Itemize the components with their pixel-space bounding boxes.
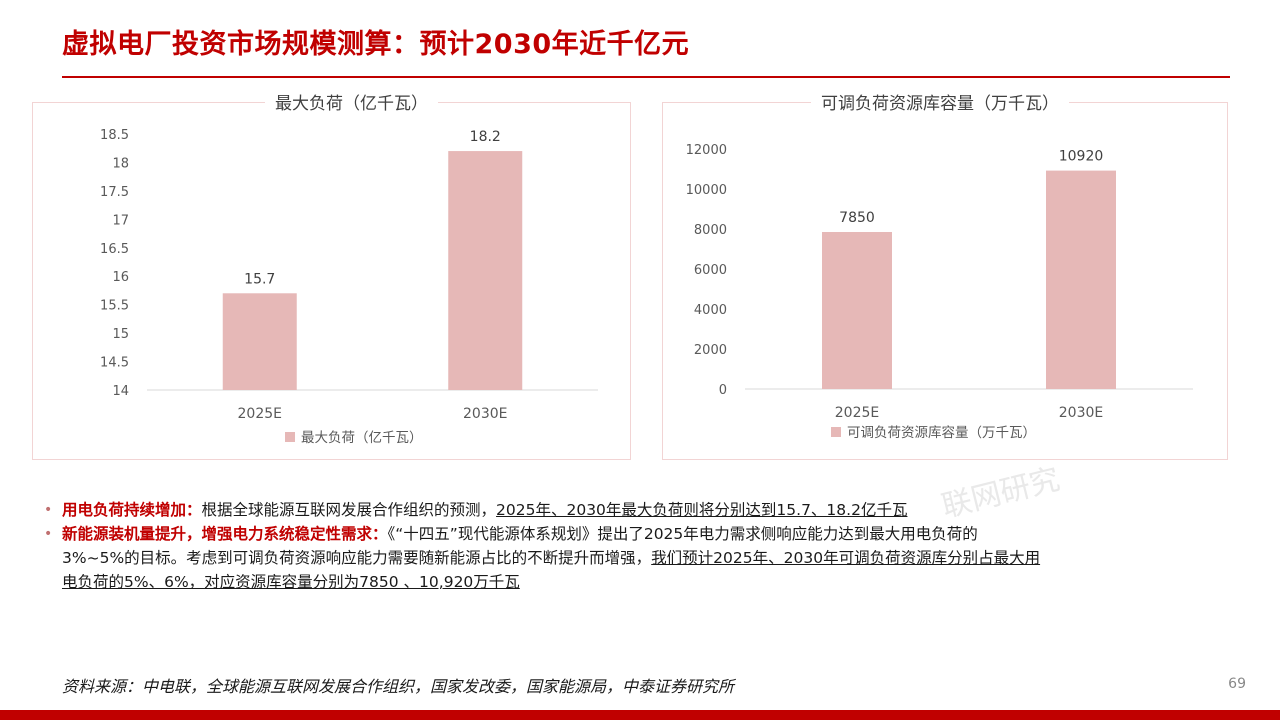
y-tick-label: 14.5	[100, 356, 129, 371]
bar	[222, 293, 297, 390]
bullet-keyword: 新能源装机量提升，增强电力系统稳定性需求：	[62, 525, 388, 543]
source-note: 资料来源：中电联，全球能源互联网发展合作组织，国家发改委，国家能源局，中泰证券研…	[62, 677, 735, 696]
x-tick-label: 2025E	[238, 406, 282, 422]
y-tick-label: 14	[112, 384, 129, 399]
bullet-highlight: 2025年、2030年最大负荷则将分别达到15.7、18.2亿千瓦	[496, 501, 908, 519]
bullet-highlight: 我们预计2025年、2030年可调负荷资源库分别占最大用	[651, 549, 1041, 567]
chart-title: 最大负荷（亿千瓦）	[265, 89, 438, 114]
chart-title: 可调负荷资源库容量（万千瓦）	[811, 89, 1069, 114]
y-tick-label: 15.5	[100, 299, 129, 314]
chart-panel-adjustable-load: 可调负荷资源库容量（万千瓦） 0 2000 4000 6000 8000 10000 120…	[662, 89, 1228, 460]
legend-swatch	[831, 427, 841, 437]
data-label: 10920	[1059, 149, 1104, 165]
bullet-dot-icon: •	[44, 502, 53, 518]
y-tick-label: 0	[719, 383, 727, 398]
adjustable-load-chart: 0 2000 4000 6000 8000 10000 12000 7850 2025E 1092…	[686, 143, 1193, 441]
y-tick-label: 18.5	[100, 128, 129, 143]
bullet-keyword: 用电负荷持续增加：	[62, 501, 202, 519]
x-tick-label: 2030E	[1059, 405, 1103, 421]
bullet-dot-icon: •	[44, 526, 53, 542]
bullet-text: 《“十四五”现代能源体系规划》提出了2025年电力需求侧响应能力达到最大用电负荷…	[387, 525, 978, 543]
bar	[448, 151, 523, 390]
page-number: 69	[1228, 676, 1246, 692]
bullet-list: • 用电负荷持续增加：根据全球能源互联网发展合作组织的预测，2025年、2030…	[44, 498, 1244, 594]
data-label: 15.7	[244, 271, 275, 287]
bullet-item: • 用电负荷持续增加：根据全球能源互联网发展合作组织的预测，2025年、2030…	[44, 498, 1244, 522]
page-title: 虚拟电厂投资市场规模测算：预计2030年近千亿元	[62, 29, 690, 60]
bar	[1046, 170, 1116, 389]
bar	[822, 232, 892, 389]
bullet-highlight: 电负荷的5%、6%，对应资源库容量分别为7850 、10,920万千瓦	[62, 573, 520, 591]
title-divider	[62, 76, 1230, 78]
data-label: 18.2	[470, 129, 501, 145]
y-tick-label: 18	[112, 156, 129, 171]
x-tick-label: 2030E	[463, 406, 507, 422]
y-tick-label: 6000	[694, 263, 727, 278]
bullet-text: 根据全球能源互联网发展合作组织的预测，	[201, 501, 497, 519]
y-tick-label: 10000	[686, 183, 727, 198]
legend-label: 可调负荷资源库容量（万千瓦）	[847, 424, 1036, 441]
legend-swatch	[285, 432, 295, 442]
y-tick-label: 4000	[694, 303, 727, 318]
y-tick-label: 16	[112, 270, 129, 285]
data-label: 7850	[839, 210, 875, 226]
bullet-continuation: 电负荷的5%、6%，对应资源库容量分别为7850 、10,920万千瓦	[44, 570, 1244, 594]
y-tick-label: 12000	[686, 143, 727, 158]
bottom-bar	[0, 710, 1280, 720]
y-tick-label: 17	[112, 213, 129, 228]
bullet-continuation: 3%~5%的目标。考虑到可调负荷资源响应能力需要随新能源占比的不断提升而增强，我…	[44, 546, 1244, 570]
y-tick-label: 15	[112, 327, 129, 342]
y-tick-label: 17.5	[100, 185, 129, 200]
chart-panel-max-load: 最大负荷（亿千瓦） 14 14.5 15 15.5 16 16.5 17 17.5 18 18.5…	[32, 89, 631, 460]
y-tick-label: 16.5	[100, 242, 129, 257]
y-tick-label: 2000	[694, 343, 727, 358]
legend-label: 最大负荷（亿千瓦）	[301, 430, 423, 446]
bullet-text: 3%~5%的目标。考虑到可调负荷资源响应能力需要随新能源占比的不断提升而增强，	[62, 549, 652, 567]
bullet-item: • 新能源装机量提升，增强电力系统稳定性需求：《“十四五”现代能源体系规划》提出…	[44, 522, 1244, 546]
x-tick-label: 2025E	[835, 405, 879, 421]
max-load-chart: 14 14.5 15 15.5 16 16.5 17 17.5 18 18.5 15.7 2025E 1…	[100, 128, 598, 446]
y-tick-label: 8000	[694, 223, 727, 238]
